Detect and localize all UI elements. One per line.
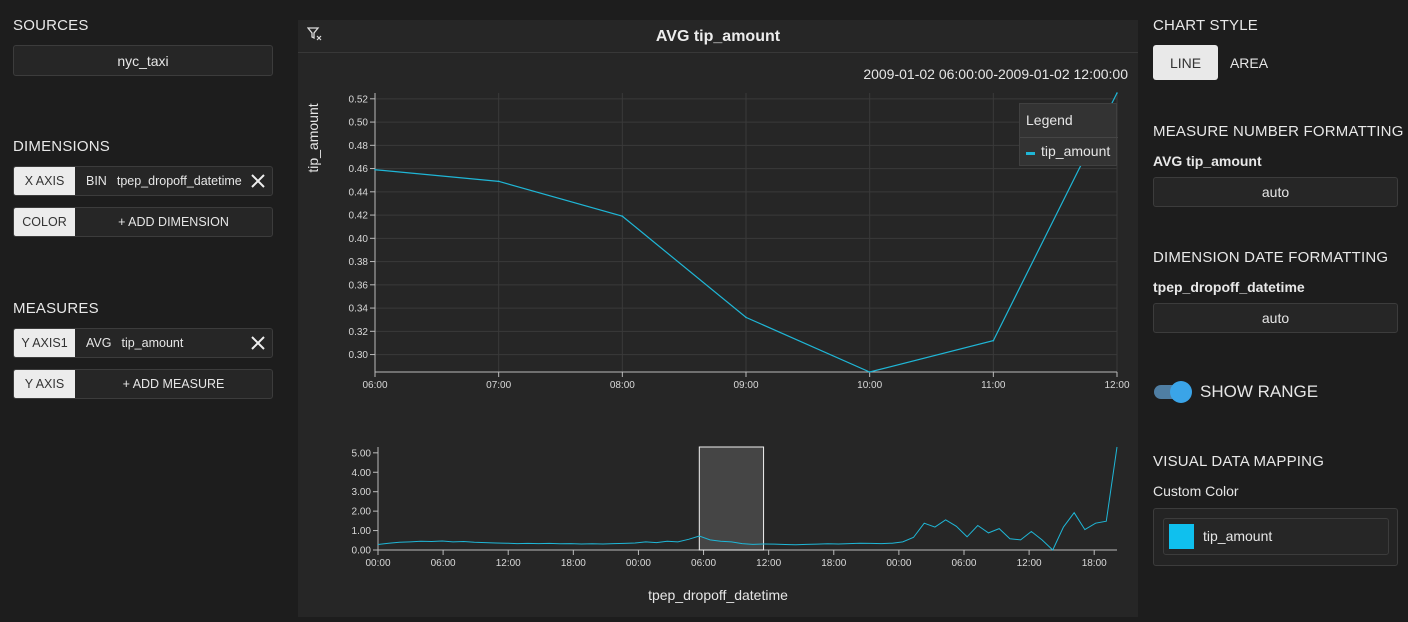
color-mapping-item[interactable]: tip_amount xyxy=(1163,518,1389,555)
date-format-input[interactable]: auto xyxy=(1153,303,1398,333)
y-axis1-tag: Y AXIS1 xyxy=(14,329,75,357)
y-tick-label: 1.00 xyxy=(352,526,372,537)
x-tick-label: 12:00 xyxy=(756,558,781,569)
y-tick-label: 0.30 xyxy=(349,350,369,361)
y-tick-label: 0.38 xyxy=(349,257,369,268)
measures-title: MEASURES xyxy=(13,300,99,317)
x-tick-label: 06:00 xyxy=(691,558,716,569)
x-axis-tag: X AXIS xyxy=(14,167,75,195)
area-style-button[interactable]: AREA xyxy=(1229,54,1269,71)
toggle-knob xyxy=(1170,381,1192,403)
data-point xyxy=(374,168,376,171)
x-tick-label: 12:00 xyxy=(1017,558,1042,569)
close-icon[interactable] xyxy=(247,170,269,192)
x-tick-label: 00:00 xyxy=(626,558,651,569)
measure-format-field: AVG tip_amount xyxy=(1153,153,1262,169)
x-axis-title: tpep_dropoff_datetime xyxy=(648,587,788,603)
y-tick-label: 0.36 xyxy=(349,280,369,291)
y-tick-label: 0.52 xyxy=(349,94,369,105)
y-tick-label: 3.00 xyxy=(352,487,372,498)
x-tick-label: 06:00 xyxy=(431,558,456,569)
y-tick-label: 0.34 xyxy=(349,304,369,315)
y-axis-pill[interactable]: Y AXIS + ADD MEASURE xyxy=(13,369,273,399)
y-tick-label: 0.48 xyxy=(349,141,369,152)
x-axis-agg[interactable]: BIN xyxy=(86,174,107,188)
color-tag: COLOR xyxy=(14,208,75,236)
legend-divider xyxy=(1020,137,1118,138)
visual-mapping-title: VISUAL DATA MAPPING xyxy=(1153,453,1325,470)
range-brush xyxy=(698,446,765,551)
x-tick-label: 06:00 xyxy=(362,380,387,391)
color-mapping-label: tip_amount xyxy=(1203,528,1273,544)
x-tick-label: 18:00 xyxy=(821,558,846,569)
y-tick-label: 0.32 xyxy=(349,327,369,338)
chart-title: AVG tip_amount xyxy=(655,28,781,45)
line-style-button[interactable]: LINE xyxy=(1153,45,1218,80)
y-tick-label: 0.40 xyxy=(349,234,369,245)
legend-swatch xyxy=(1026,152,1035,155)
x-tick-label: 06:00 xyxy=(951,558,976,569)
x-tick-label: 08:00 xyxy=(610,380,635,391)
dimensions-title: DIMENSIONS xyxy=(13,138,111,155)
close-icon[interactable] xyxy=(247,332,269,354)
chart-svg[interactable]: 0.30 0.32 0.34 0.36 0.38 0.40 0.42 0.44 0.46 0.48… xyxy=(298,20,1138,617)
data-point xyxy=(497,180,500,183)
legend-item-label: tip_amount xyxy=(1041,143,1111,159)
y-axis1-field[interactable]: tip_amount xyxy=(121,336,184,350)
y-tick-label: 0.44 xyxy=(349,187,369,198)
y-tick-label: 0.50 xyxy=(349,118,369,129)
show-range-label: SHOW RANGE xyxy=(1200,382,1319,401)
data-point xyxy=(621,215,624,218)
chart-style-title: CHART STYLE xyxy=(1153,17,1259,34)
measure-format-input[interactable]: auto xyxy=(1153,177,1398,207)
x-tick-label: 18:00 xyxy=(561,558,586,569)
chart-header: AVG tip_amount xyxy=(298,20,1138,53)
x-tick-label: 00:00 xyxy=(365,558,390,569)
y-axis1-pill[interactable]: Y AXIS1 AVG tip_amount xyxy=(13,328,273,358)
date-format-field: tpep_dropoff_datetime xyxy=(1153,279,1305,295)
y-axis-tag: Y AXIS xyxy=(14,370,75,398)
x-tick-label: 12:00 xyxy=(496,558,521,569)
show-range-toggle[interactable] xyxy=(1154,381,1192,403)
data-point xyxy=(745,316,747,319)
add-measure-button[interactable]: + ADD MEASURE xyxy=(122,377,225,391)
range-chart: 0.00 1.00 2.00 3.00 4.00 5.00 00:00 06:00 12:00 1… xyxy=(352,446,1118,569)
x-tick-label: 10:00 xyxy=(857,380,882,391)
data-point xyxy=(992,339,995,342)
legend-title: Legend xyxy=(1026,112,1073,128)
chart-panel: AVG tip_amount 2009-01-02 06:00:00-2009-… xyxy=(298,20,1138,617)
color-mapping-box: tip_amount xyxy=(1153,508,1398,566)
y-tick-label: 5.00 xyxy=(352,448,372,459)
x-tick-label: 00:00 xyxy=(886,558,911,569)
x-tick-label: 07:00 xyxy=(486,380,511,391)
range-series-line-tip-amount xyxy=(377,446,1118,551)
measure-format-title: MEASURE NUMBER FORMATTING xyxy=(1153,123,1404,140)
x-tick-label: 09:00 xyxy=(733,380,758,391)
x-tick-label: 11:00 xyxy=(981,380,1006,391)
y-axis-title: tip_amount xyxy=(305,103,321,172)
y-tick-label: 0.46 xyxy=(349,164,369,175)
custom-color-label: Custom Color xyxy=(1153,483,1239,499)
source-select[interactable]: nyc_taxi xyxy=(13,45,273,76)
x-axis-pill[interactable]: X AXIS BIN tpep_dropoff_datetime xyxy=(13,166,273,196)
x-axis-field[interactable]: tpep_dropoff_datetime xyxy=(116,174,242,188)
main-chart: 0.30 0.32 0.34 0.36 0.38 0.40 0.42 0.44 0.46 0.48… xyxy=(349,92,1130,391)
y-tick-label: 0.00 xyxy=(352,546,372,557)
y-axis1-agg[interactable]: AVG xyxy=(86,336,112,350)
add-dimension-button[interactable]: + ADD DIMENSION xyxy=(118,215,229,229)
x-tick-label: 18:00 xyxy=(1082,558,1107,569)
date-range: 2009-01-02 06:00:00-2009-01-02 12:00:00 xyxy=(863,66,1128,82)
y-tick-label: 4.00 xyxy=(352,468,372,479)
sources-title: SOURCES xyxy=(13,17,89,34)
date-format-title: DIMENSION DATE FORMATTING xyxy=(1153,249,1389,266)
clear-filter-icon[interactable] xyxy=(306,26,323,42)
data-point xyxy=(868,371,871,373)
data-point xyxy=(1116,92,1118,94)
legend[interactable]: Legend tip_amount xyxy=(1019,103,1118,166)
color-swatch[interactable] xyxy=(1169,524,1194,549)
y-tick-label: 0.42 xyxy=(349,211,369,222)
y-tick-label: 2.00 xyxy=(352,507,372,518)
color-pill[interactable]: COLOR + ADD DIMENSION xyxy=(13,207,273,237)
x-tick-label: 12:00 xyxy=(1104,380,1129,391)
